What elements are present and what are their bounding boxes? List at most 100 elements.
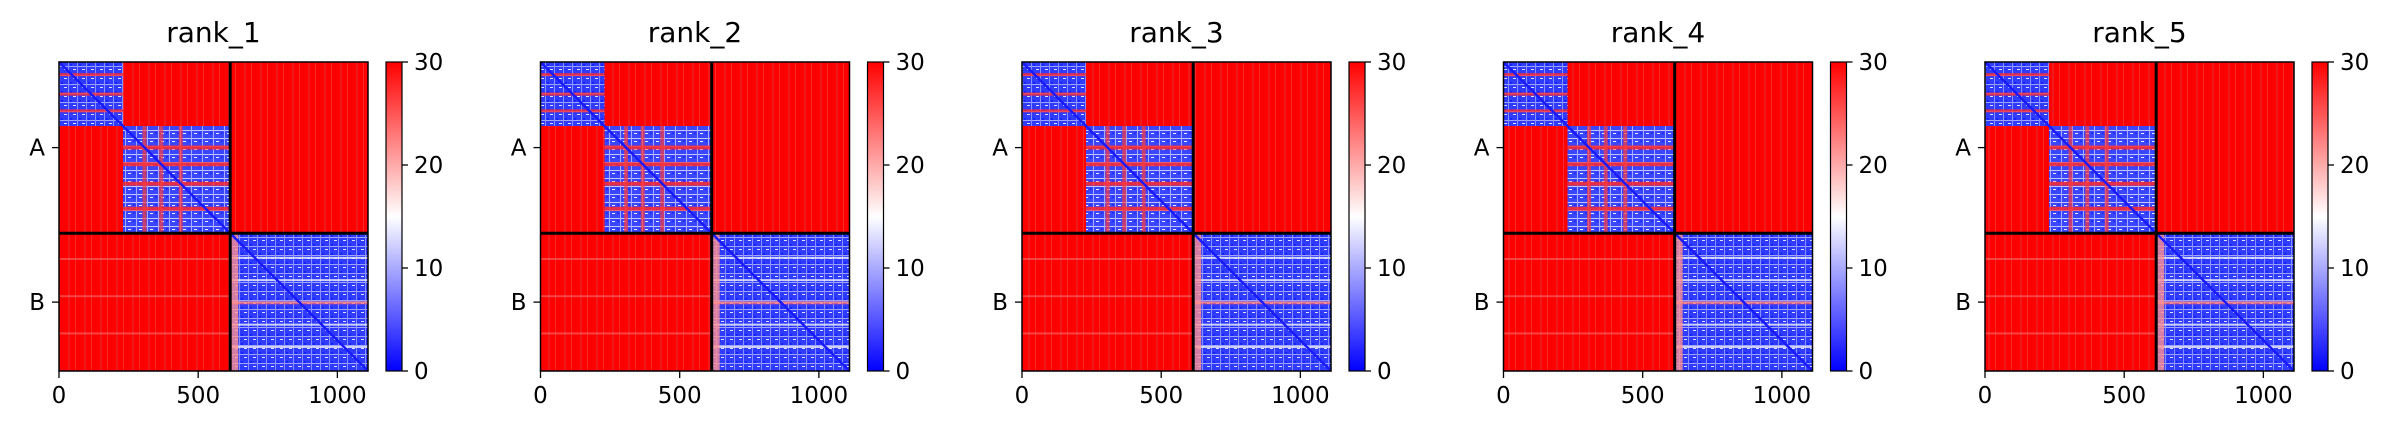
heatmap-streak [59,258,231,261]
heatmap-band [624,126,629,234]
heatmap-block-ab [2156,62,2294,234]
colorbar: 0 10 20 30 [1348,50,1406,385]
colorbar-tick-label: 30 [414,50,443,76]
y-tick-label: A [992,136,1008,162]
heatmap-streak [1022,332,1194,335]
colorbar-tick-label: 10 [2340,256,2369,282]
panel-2: rank_2 0 500 1000 A B 0 10 20 30 [511,16,925,409]
heatmap-band [2085,126,2090,234]
heatmap-band [1985,73,2050,77]
heatmap-block-ba [540,233,712,371]
colorbar-gradient [866,61,885,372]
heatmap-band [1503,109,1568,113]
heatmap-block-ab [1193,62,1331,234]
heatmap-diagonal [1021,61,1332,372]
x-tick-label: 1000 [308,383,367,409]
colorbar-gradient [1348,61,1366,372]
heatmap-streak [540,295,712,298]
x-tick-label: 500 [2102,383,2146,409]
heatmap-block-ba [1985,233,2157,371]
heatmap-band [1105,126,1110,234]
heatmap-streak [1985,258,2157,261]
heatmap [539,61,851,372]
heatmap-band [1674,256,1813,259]
colorbar-tick-label: 20 [414,153,443,179]
y-tick-label: A [511,136,527,162]
heatmap-band [230,345,368,348]
colorbar: 0 10 20 30 [385,50,443,385]
heatmap-streak [1503,258,1675,261]
y-tick-label: A [1955,136,1971,162]
heatmap-band [1193,256,1331,259]
colorbar-tick-label: 0 [896,359,911,385]
heatmap-band [2068,126,2073,234]
heatmap-band [2049,181,2157,186]
x-tick-label: 1000 [1271,383,1330,409]
colorbar-tick-label: 20 [1377,153,1406,179]
colorbar-tick-label: 30 [896,50,925,76]
x-tick-label: 0 [1015,383,1030,409]
heatmap-band [230,256,368,259]
heatmap-diagonal [539,61,851,372]
y-tick-label: B [992,290,1008,316]
colorbar-tick-label: 10 [896,256,925,282]
x-tick-label: 0 [533,383,548,409]
heatmap-band [604,162,712,167]
heatmap-streak [59,332,231,335]
y-tick-label: B [511,290,527,316]
heatmap [1984,61,2295,372]
heatmap-block-ab [1674,62,1813,234]
heatmap-band [660,126,665,234]
heatmap-band [1022,73,1087,77]
heatmap-band [2156,256,2294,259]
panel-title: rank_3 [1129,16,1223,49]
heatmap-band [604,181,712,186]
heatmap-band [1567,145,1675,150]
heatmap-band [1193,279,1331,282]
heatmap-band [2049,206,2157,211]
colorbar-tick-label: 0 [1377,359,1392,385]
heatmap-band [1193,323,1331,326]
x-tick-label: 0 [1978,383,1993,409]
heatmap-streak [540,332,712,335]
heatmap-band [604,145,712,150]
heatmap-band [1122,126,1127,234]
heatmap-band [1086,206,1194,211]
heatmap [1021,61,1332,372]
x-tick-label: 1000 [1753,383,1812,409]
heatmap-band [711,323,850,326]
y-tick-label: A [29,136,45,162]
colorbar-tick-label: 20 [2340,153,2369,179]
heatmap-diagonal [58,61,369,372]
heatmap-band [540,109,605,113]
heatmap-streak [1985,332,2157,335]
heatmap-streak [1022,295,1194,298]
x-tick-label: 500 [1621,383,1665,409]
colorbar-tick-label: 20 [896,153,925,179]
colorbar-tick-label: 10 [1859,256,1888,282]
heatmap-band [123,181,231,186]
heatmap-band [1587,126,1592,234]
heatmap-band [1086,162,1194,167]
heatmap-band [711,279,850,282]
heatmap-band [1567,206,1675,211]
colorbar: 0 10 20 30 [866,50,925,385]
heatmap-band [123,162,231,167]
x-tick-label: 0 [1496,383,1511,409]
heatmap-band [1503,73,1568,77]
panel-5: rank_5 0 500 1000 A B 0 10 20 30 [1955,16,2369,409]
colorbar-gradient [385,61,403,372]
x-tick-label: 500 [658,383,702,409]
heatmap-edge [711,233,720,371]
y-tick-label: A [1474,136,1490,162]
heatmap-band [2156,279,2294,282]
heatmap-edge [230,233,239,371]
heatmap-band [178,126,183,234]
heatmap-band [1086,181,1194,186]
panel-title: rank_1 [166,16,260,49]
colorbar-gradient [1829,61,1848,372]
panel-title: rank_4 [1611,16,1705,49]
heatmap-band [1985,109,2050,113]
heatmap-diagonal [1502,61,1814,372]
x-tick-label: 500 [1139,383,1183,409]
